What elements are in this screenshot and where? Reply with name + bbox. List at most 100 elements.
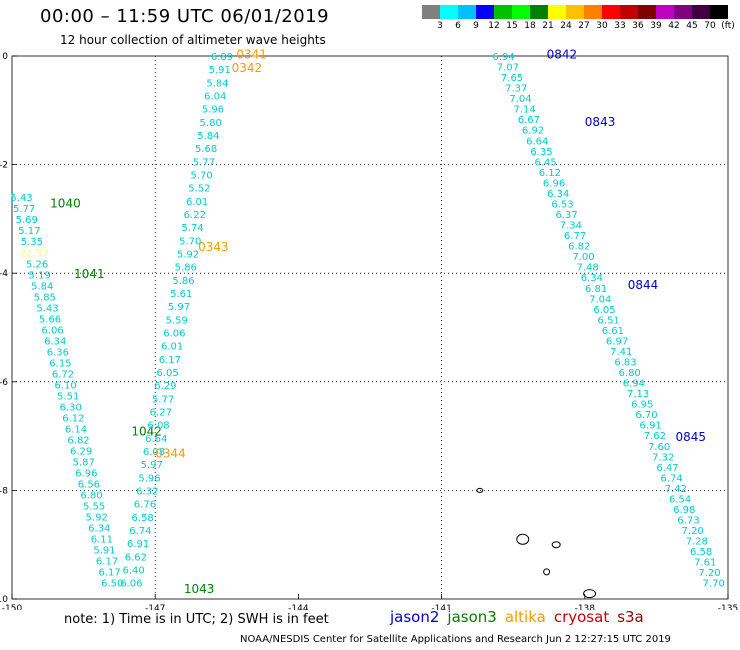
swh-value-jason2: 6.58 bbox=[690, 547, 712, 558]
swh-value-jason3: 6.17 bbox=[99, 568, 121, 579]
swh-value-jason3: 6.50 bbox=[101, 579, 123, 590]
time-label-altika: 0342 bbox=[232, 61, 263, 75]
swh-value-altika: 5.80 bbox=[200, 118, 222, 129]
swh-value-jason2: 6.94 bbox=[493, 52, 515, 63]
swh-value-altika: 5.59 bbox=[166, 315, 188, 326]
x-tick-label: -135 bbox=[718, 604, 738, 610]
time-label-jason2: 0843 bbox=[585, 115, 616, 129]
swh-value-jason3: 6.11 bbox=[91, 535, 113, 546]
island-outline bbox=[476, 487, 484, 493]
satellite-legend-jason2: jason2 bbox=[390, 608, 440, 626]
swh-value-altika: 6.08 bbox=[147, 421, 169, 432]
swh-value-altika: 6.27 bbox=[150, 408, 172, 419]
swh-value-jason3: 6.14 bbox=[65, 424, 87, 435]
colorbar-swatch bbox=[458, 5, 477, 19]
colorbar-label: 39 bbox=[650, 21, 662, 31]
colorbar-label: (ft) bbox=[721, 21, 735, 31]
swh-value-jason2: 6.77 bbox=[564, 231, 586, 242]
colorbar-swatch bbox=[638, 5, 657, 19]
x-tick-label: -150 bbox=[2, 604, 23, 610]
time-label-altika: 0343 bbox=[198, 240, 229, 254]
swh-value-jason3: 5.69 bbox=[16, 215, 38, 226]
satellite-legend-s3a: s3a bbox=[617, 608, 644, 626]
colorbar-swatch bbox=[422, 5, 441, 19]
swh-value-jason2: 6.64 bbox=[526, 136, 548, 147]
swh-value-jason2: 6.98 bbox=[673, 505, 695, 516]
swh-value-jason2: 7.37 bbox=[505, 84, 527, 95]
swh-value-jason2: 6.97 bbox=[606, 336, 628, 347]
swh-value-altika: 6.32 bbox=[136, 487, 158, 498]
swh-value-altika: 5.91 bbox=[209, 65, 231, 76]
swh-value-jason2: 6.94 bbox=[623, 379, 645, 390]
y-tick-label: -8 bbox=[0, 486, 8, 496]
swh-value-jason3: 5.17 bbox=[18, 226, 40, 237]
swh-value-jason2: 6.12 bbox=[539, 168, 561, 179]
swh-value-jason2: 6.82 bbox=[568, 242, 590, 253]
satellite-legend-jason3: jason3 bbox=[447, 608, 497, 626]
swh-value-jason3: 5.55 bbox=[83, 502, 105, 513]
x-tick-label: -141 bbox=[431, 604, 451, 610]
swh-value-jason2: 6.61 bbox=[602, 326, 624, 337]
swh-value-jason3: 6.12 bbox=[62, 413, 84, 424]
swh-value-jason2: 7.07 bbox=[497, 63, 519, 74]
colorbar-label: 3 bbox=[437, 21, 443, 31]
swh-value-altika: 5.77 bbox=[193, 157, 215, 168]
swh-value-altika: 6.17 bbox=[159, 355, 181, 366]
colorbar-label: 12 bbox=[488, 21, 500, 31]
swh-value-jason3: 5.43 bbox=[10, 193, 32, 204]
y-tick-label: 0 bbox=[2, 52, 8, 62]
swh-value-altika: 6.08 bbox=[143, 447, 165, 458]
colorbar-swatch bbox=[620, 5, 639, 19]
colorbar-swatch bbox=[710, 5, 728, 19]
swh-value-jason2: 6.35 bbox=[530, 147, 552, 158]
colorbar-swatch bbox=[530, 5, 549, 19]
swh-value-jason2: 7.60 bbox=[648, 442, 670, 453]
swh-value-jason2: 6.54 bbox=[669, 494, 691, 505]
swh-value-jason3: 6.15 bbox=[49, 358, 71, 369]
time-label-jason3: 1042 bbox=[131, 425, 162, 439]
time-label-jason3: 1043 bbox=[184, 582, 215, 596]
swh-value-altika: 5.84 bbox=[206, 78, 228, 89]
swh-value-altika: 5.92 bbox=[177, 250, 199, 261]
swh-value-jason3: 6.82 bbox=[67, 436, 89, 447]
colorbar-swatch bbox=[656, 5, 675, 19]
x-tick-label: -147 bbox=[145, 604, 165, 610]
swh-value-jason2: 7.70 bbox=[703, 579, 725, 590]
swh-value-altika: 5.68 bbox=[195, 144, 217, 155]
swh-value-jason3: 5.91 bbox=[93, 546, 115, 557]
colorbar-label: 45 bbox=[686, 21, 698, 31]
satellite-legend-cryosat: cryosat bbox=[553, 608, 610, 626]
colorbar-label: 30 bbox=[596, 21, 608, 31]
swh-value-jason2: 6.67 bbox=[518, 115, 540, 126]
swh-value-jason3: 6.34 bbox=[44, 336, 66, 347]
colorbar-swatch bbox=[566, 5, 585, 19]
plot-frame bbox=[11, 55, 729, 600]
swh-value-jason2: 6.92 bbox=[522, 126, 544, 137]
y-tick-label: -6 bbox=[0, 378, 8, 388]
colorbar-swatch bbox=[602, 5, 621, 19]
swh-value-altika: 5.86 bbox=[175, 263, 197, 274]
y-tick-label: -10 bbox=[0, 595, 8, 605]
swh-value-jason2: 6.51 bbox=[598, 315, 620, 326]
chart-subtitle: 12 hour collection of altimeter wave hei… bbox=[60, 33, 326, 47]
swh-value-altika: 6.76 bbox=[134, 500, 156, 511]
swh-value-altika: 6.91 bbox=[127, 539, 149, 550]
swh-value-altika: 5.97 bbox=[141, 460, 163, 471]
swh-value-jason2: 7.20 bbox=[698, 568, 720, 579]
swh-value-altika: 6.64 bbox=[145, 434, 167, 445]
colorbar-swatch bbox=[692, 5, 711, 19]
swh-value-jason3: 5.92 bbox=[86, 513, 108, 524]
colorbar-swatch bbox=[440, 5, 459, 19]
swh-value-jason2: 7.00 bbox=[572, 252, 594, 263]
colorbar-swatch bbox=[512, 5, 531, 19]
swh-value-altika: 6.40 bbox=[122, 566, 144, 577]
satellite-legend: jason2 jason3 altika cryosat s3a bbox=[390, 608, 652, 626]
time-label-altika: 0341 bbox=[236, 47, 267, 61]
swh-value-jason2: 7.28 bbox=[686, 537, 708, 548]
colorbar-label: 21 bbox=[542, 21, 554, 31]
time-label-jason2: 0842 bbox=[547, 47, 578, 61]
colorbar-label: 6 bbox=[455, 21, 461, 31]
swh-value-jason3: 5.77 bbox=[13, 204, 35, 215]
colorbar-swatch bbox=[476, 5, 495, 19]
swh-value-jason3: 6.72 bbox=[52, 369, 74, 380]
